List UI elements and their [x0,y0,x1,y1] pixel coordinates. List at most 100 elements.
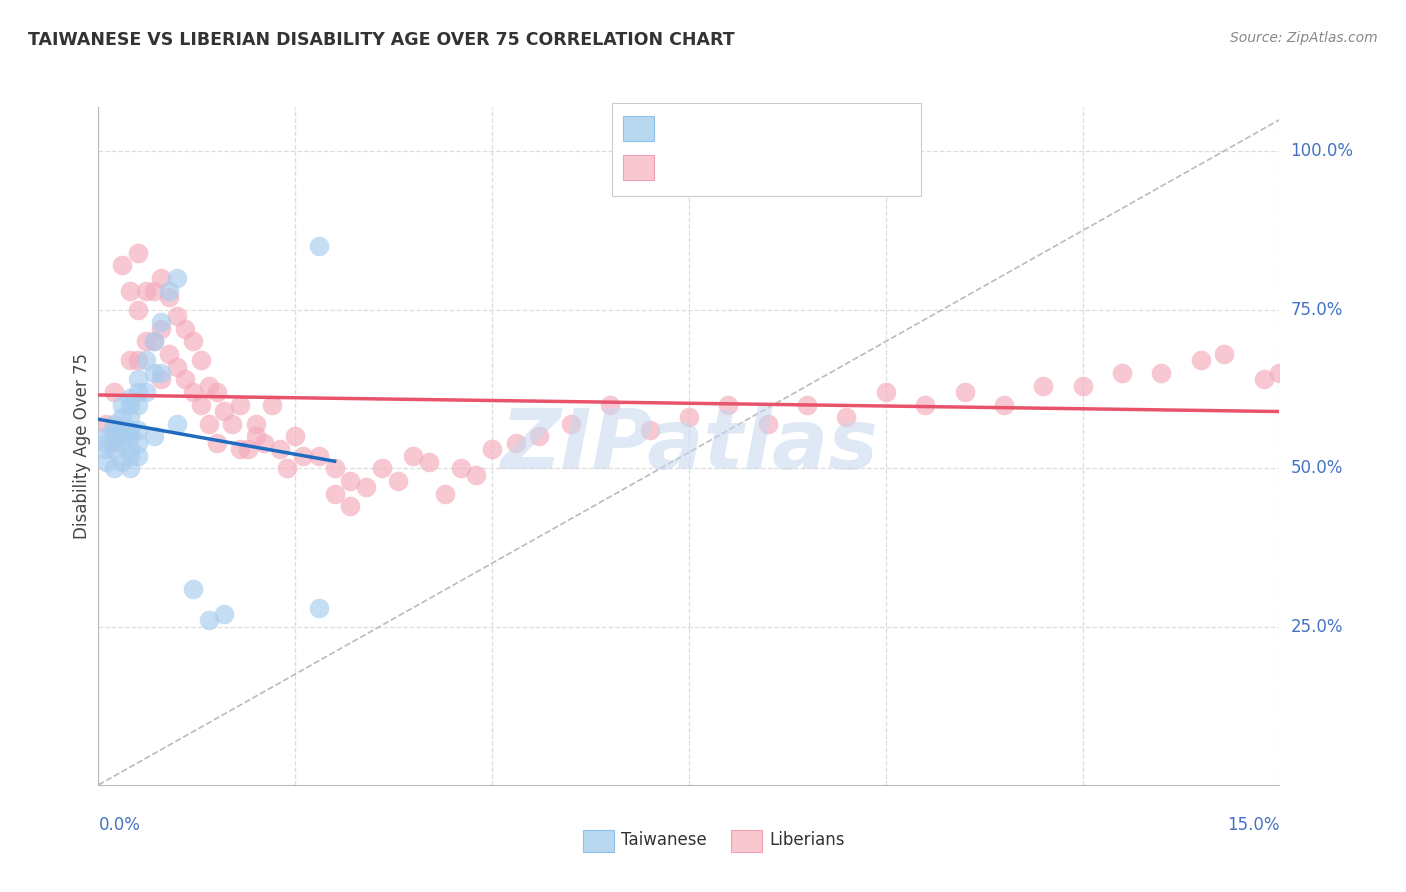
Point [157,347,180,361]
Point [292,449,315,463]
Point [142,334,165,349]
Point [181,385,204,400]
Point [560,417,582,431]
Point [96,435,118,450]
Point [142,334,165,349]
Point [1111,366,1133,380]
Point [190,398,212,412]
Point [111,423,134,437]
Point [190,353,212,368]
Point [323,486,346,500]
Point [118,449,141,463]
Point [197,417,219,431]
Point [214,607,236,621]
Point [1268,366,1291,380]
Point [717,398,740,412]
Point [953,385,976,400]
Point [142,366,165,380]
Point [1150,366,1173,380]
Point [418,455,440,469]
Text: 15.0%: 15.0% [1227,815,1279,833]
Point [127,435,149,450]
Point [245,417,267,431]
Point [1032,379,1054,393]
Text: Source: ZipAtlas.com: Source: ZipAtlas.com [1230,31,1378,45]
Point [166,359,188,374]
Point [103,435,125,450]
Point [150,271,173,285]
Point [205,435,228,450]
Point [756,417,779,431]
Point [993,398,1015,412]
Point [103,461,125,475]
Point [157,284,180,298]
Point [481,442,503,457]
Point [118,442,141,457]
Point [118,429,141,443]
Point [1071,379,1094,393]
Point [103,417,125,431]
Point [229,398,252,412]
Text: 0.0%: 0.0% [98,815,141,833]
Text: Liberians: Liberians [769,831,845,849]
Text: 100.0%: 100.0% [1291,143,1354,161]
Point [118,353,141,368]
Point [402,449,425,463]
Point [174,322,197,336]
Point [529,429,551,443]
Point [308,449,330,463]
Point [127,372,149,386]
Point [796,398,818,412]
Point [465,467,488,482]
Point [339,499,361,513]
Point [505,435,527,450]
Point [127,449,149,463]
Point [150,372,173,386]
Point [1253,372,1275,386]
Point [1189,353,1212,368]
Point [253,435,276,450]
Point [236,442,259,457]
Text: R = 0.331   N = 44: R = 0.331 N = 44 [661,120,825,137]
Point [118,398,141,412]
Point [127,423,149,437]
Point [127,245,149,260]
Point [197,379,219,393]
Point [197,613,219,627]
Point [103,385,125,400]
Point [135,353,157,368]
Point [157,290,180,304]
Point [276,461,298,475]
Point [205,385,228,400]
Text: R = 0.271   N = 80: R = 0.271 N = 80 [661,159,825,177]
Point [111,410,134,425]
Point [323,461,346,475]
Point [638,423,661,437]
Point [308,239,330,253]
Point [181,334,204,349]
Point [103,423,125,437]
Point [339,474,361,488]
Point [166,271,188,285]
Point [914,398,936,412]
Point [118,410,141,425]
Point [96,455,118,469]
Text: Taiwanese: Taiwanese [621,831,707,849]
Point [142,429,165,443]
Point [875,385,897,400]
Point [96,442,118,457]
Point [450,461,472,475]
Point [111,429,134,443]
Point [835,410,858,425]
Point [118,423,141,437]
Point [284,429,307,443]
Point [1213,347,1236,361]
Point [371,461,394,475]
Point [214,404,236,418]
Point [150,322,173,336]
Point [127,353,149,368]
Text: 50.0%: 50.0% [1291,459,1343,477]
Point [174,372,197,386]
Point [111,398,134,412]
Point [599,398,621,412]
